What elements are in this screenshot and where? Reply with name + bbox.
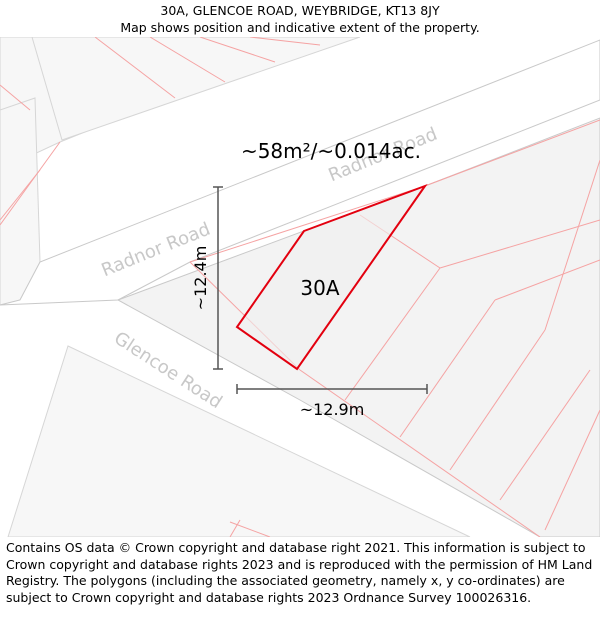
property-map[interactable]: Radnor Road Radnor Road Glencoe Road ~58… <box>0 37 600 537</box>
block-bottom-left <box>7 345 471 537</box>
width-measure <box>236 384 428 394</box>
area-label: ~58m²/~0.014ac. <box>241 139 421 163</box>
height-measure <box>213 186 223 370</box>
copyright-footer: Contains OS data © Crown copyright and d… <box>6 540 593 605</box>
map-header: 30A, GLENCOE ROAD, WEYBRIDGE, KT13 8JY M… <box>0 0 600 36</box>
property-address-title: 30A, GLENCOE ROAD, WEYBRIDGE, KT13 8JY <box>160 3 440 18</box>
road-surfaces <box>0 39 600 306</box>
map-canvas: Radnor Road Radnor Road Glencoe Road ~58… <box>0 37 600 537</box>
map-subtitle: Map shows position and indicative extent… <box>120 20 480 35</box>
width-measure-label: ~12.9m <box>300 400 365 419</box>
block-top-strip <box>31 37 361 141</box>
radnor-road-surface <box>0 39 600 306</box>
property-boundary[interactable] <box>235 183 428 371</box>
property-label: 30A <box>300 276 339 300</box>
height-measure-label: ~12.4m <box>191 246 210 311</box>
